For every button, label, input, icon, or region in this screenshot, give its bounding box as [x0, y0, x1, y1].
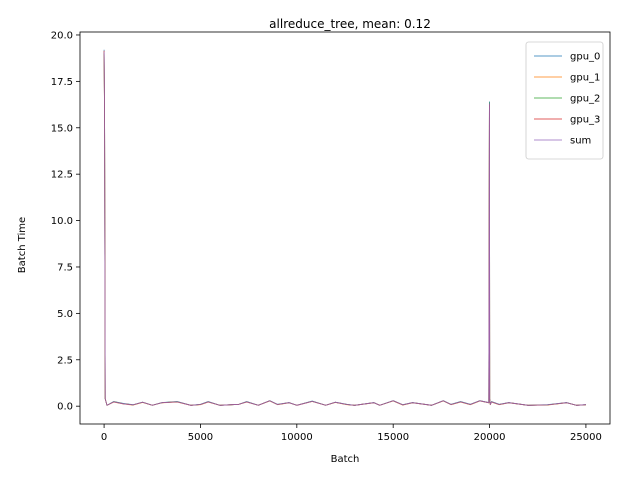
legend-label-gpu_1: gpu_1 [570, 73, 600, 84]
legend-label-gpu_2: gpu_2 [570, 94, 600, 105]
y-axis-label: Batch Time [17, 217, 28, 273]
legend-label-gpu_3: gpu_3 [570, 115, 600, 126]
y-axis-ticks: 0.0 2.5 5.0 7.5 10.0 12.5 15.0 17.5 20.0 [51, 30, 80, 413]
chart-title: allreduce_tree, mean: 0.12 [269, 17, 431, 31]
y-tick-label: 12.5 [51, 170, 73, 181]
x-tick-label: 25000 [570, 432, 602, 443]
legend-label-gpu_0: gpu_0 [570, 52, 600, 63]
y-tick-label: 10.0 [51, 216, 73, 227]
legend-label-sum: sum [570, 136, 591, 147]
series-line-sum [103, 51, 586, 406]
y-tick-label: 15.0 [51, 123, 73, 134]
y-tick-label: 5.0 [57, 309, 73, 320]
x-tick-label: 20000 [474, 432, 506, 443]
y-tick-label: 7.5 [57, 262, 73, 273]
x-tick-label: 5000 [188, 432, 213, 443]
plot-frame [79, 31, 611, 425]
x-tick-label: 0 [101, 432, 107, 443]
series-layer [103, 49, 586, 406]
legend-box [525, 41, 604, 160]
x-tick-label: 10000 [281, 432, 313, 443]
y-tick-label: 0.0 [57, 402, 73, 413]
y-tick-label: 20.0 [51, 30, 73, 41]
y-tick-label: 2.5 [57, 355, 73, 366]
y-tick-label: 17.5 [51, 77, 73, 88]
x-axis-label: Batch [331, 454, 360, 465]
x-tick-label: 15000 [377, 432, 409, 443]
x-axis-ticks: 0 5000 10000 15000 20000 25000 [101, 424, 602, 443]
